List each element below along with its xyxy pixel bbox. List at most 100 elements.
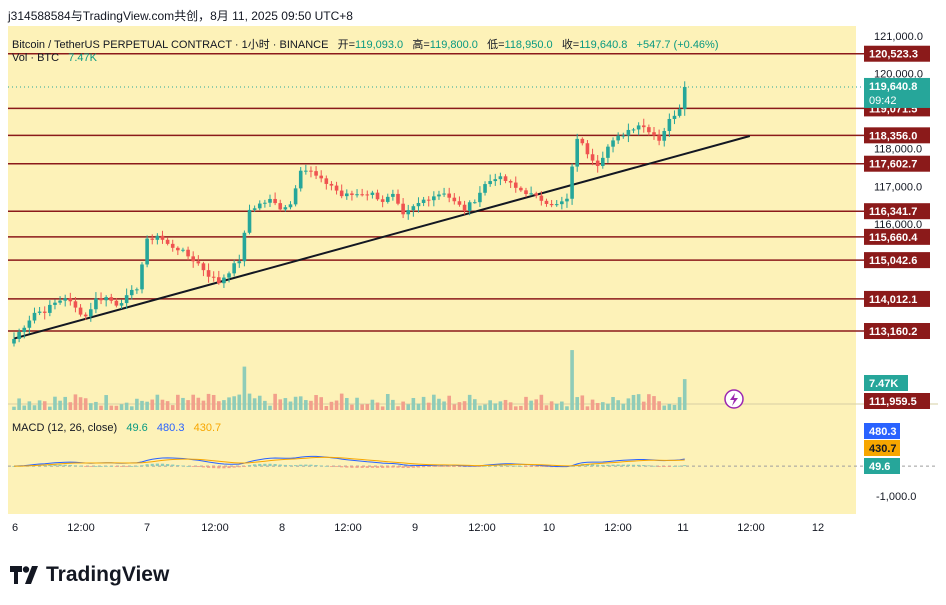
macd-histogram-bar (672, 465, 677, 467)
macd-value-tag-bg[interactable] (864, 458, 900, 474)
volume-bar (641, 401, 646, 410)
candle-body (124, 295, 129, 304)
macd-label[interactable]: MACD (12, 26, close) (12, 422, 118, 434)
macd-histogram-bar (119, 466, 124, 467)
chart-frame[interactable]: 121,000.0120,000.0119,000.0118,000.0117,… (8, 26, 938, 546)
macd-value: 49.6 (126, 422, 148, 434)
macd-axis-tick: -1,000.0 (876, 491, 916, 503)
level-tag[interactable]: 111,959.5 (864, 393, 930, 409)
macd-histogram-bar (314, 465, 318, 467)
macd-hist-tag[interactable]: 430.7 (864, 440, 900, 456)
last-price-tag-bg[interactable] (864, 77, 930, 108)
level-tag-bg[interactable] (864, 45, 930, 62)
candle-body (12, 338, 16, 344)
candle-body (380, 199, 385, 202)
level-tag[interactable]: 114,012.1 (864, 290, 930, 307)
macd-pane-bg[interactable] (8, 404, 856, 514)
time-axis-tick: 9 (412, 522, 418, 534)
level-tag-bg[interactable] (864, 228, 930, 245)
level-tag[interactable]: 113,160.2 (864, 323, 930, 340)
volume-label[interactable]: Vol · BTC (12, 52, 60, 64)
candle-body (544, 200, 549, 204)
time-axis-tick: 6 (12, 522, 18, 534)
volume-bar (329, 401, 334, 410)
volume-bar (677, 397, 682, 410)
macd-histogram-bar (160, 463, 165, 467)
level-tag-bg[interactable] (864, 203, 930, 220)
macd-signal-tag-bg[interactable] (864, 423, 900, 439)
last-price-tag[interactable]: 119,640.8 09:42 (864, 77, 930, 108)
volume-tag-text: 7.47K (869, 378, 898, 390)
macd-histogram-bar (242, 466, 246, 467)
volume-bar (667, 403, 672, 410)
candle-body (406, 210, 411, 215)
volume-bar (626, 398, 631, 410)
macd-histogram-bar (544, 466, 549, 468)
level-tag[interactable]: 115,042.6 (864, 252, 930, 269)
candle-body (160, 235, 165, 240)
level-tag[interactable]: 115,660.4 (864, 228, 930, 245)
volume-tag[interactable]: 7.47K (864, 375, 908, 391)
tradingview-brand[interactable]: TradingView (10, 563, 169, 587)
candle-body (201, 263, 206, 271)
candle-body (442, 193, 446, 195)
level-tag[interactable]: 118,356.0 (864, 127, 930, 144)
level-tag-bg[interactable] (864, 323, 930, 340)
level-tag-bg[interactable] (864, 252, 930, 269)
candle-body (385, 196, 390, 202)
volume-bar (590, 399, 595, 410)
volume-bar (150, 399, 155, 410)
candle-body (575, 138, 579, 167)
volume-bar (94, 401, 98, 410)
candlestick-chart[interactable]: 121,000.0120,000.0119,000.0118,000.0117,… (8, 26, 938, 546)
macd-histogram-bar (48, 464, 52, 467)
lightning-icon-bolt[interactable] (730, 393, 738, 406)
trendline[interactable] (13, 135, 751, 340)
level-tag-bg[interactable] (864, 290, 930, 307)
macd-hist-tag-bg[interactable] (864, 440, 900, 456)
macd-value-tag[interactable]: 49.6 (864, 458, 900, 474)
level-tag[interactable]: 117,602.7 (864, 155, 930, 172)
macd-histogram-bar (43, 464, 47, 467)
volume-bar (12, 406, 16, 410)
candle-body (252, 208, 257, 210)
macd-histogram-bar (534, 466, 538, 467)
macd-histogram-bar (232, 466, 236, 468)
volume-bar (268, 405, 272, 410)
volume-bar (104, 395, 108, 410)
volume-bar (529, 400, 533, 410)
volume-bar (442, 401, 446, 410)
level-tag-bg[interactable] (864, 393, 930, 409)
macd-histogram-bar (130, 466, 134, 467)
level-tag-bg[interactable] (864, 155, 930, 172)
volume-bar (176, 394, 180, 410)
candle-body (304, 170, 308, 172)
macd-histogram-bar (263, 463, 267, 467)
level-tag[interactable]: 116,341.7 (864, 203, 930, 220)
macd-histogram-bar (109, 466, 113, 467)
macd-histogram-bar (503, 465, 508, 467)
volume-bar (232, 396, 236, 410)
volume-bar (135, 398, 139, 410)
macd-histogram-bar (585, 463, 590, 467)
volume-bar (288, 401, 293, 410)
level-tag[interactable]: 120,523.3 (864, 45, 930, 62)
main-pane-bg[interactable] (8, 26, 856, 404)
candle-body (53, 302, 57, 305)
lightning-icon[interactable] (724, 389, 744, 409)
macd-histogram-bar (94, 466, 98, 467)
level-tag-bg[interactable] (864, 127, 930, 144)
volume-bar (375, 402, 380, 410)
volume-bar (58, 400, 62, 410)
low-label: 低= (487, 39, 505, 51)
candle-body (257, 203, 262, 209)
macd-signal-tag[interactable]: 480.3 (864, 423, 900, 439)
symbol-title[interactable]: Bitcoin / TetherUS PERPETUAL CONTRACT · … (12, 39, 329, 51)
volume-tag-bg[interactable] (864, 375, 908, 391)
macd-histogram-bar (340, 466, 344, 468)
candle-body (268, 198, 272, 203)
macd-histogram-bar (509, 465, 513, 467)
volume-bar (365, 404, 370, 410)
candle-body (191, 256, 195, 262)
open-label: 开= (337, 39, 356, 51)
